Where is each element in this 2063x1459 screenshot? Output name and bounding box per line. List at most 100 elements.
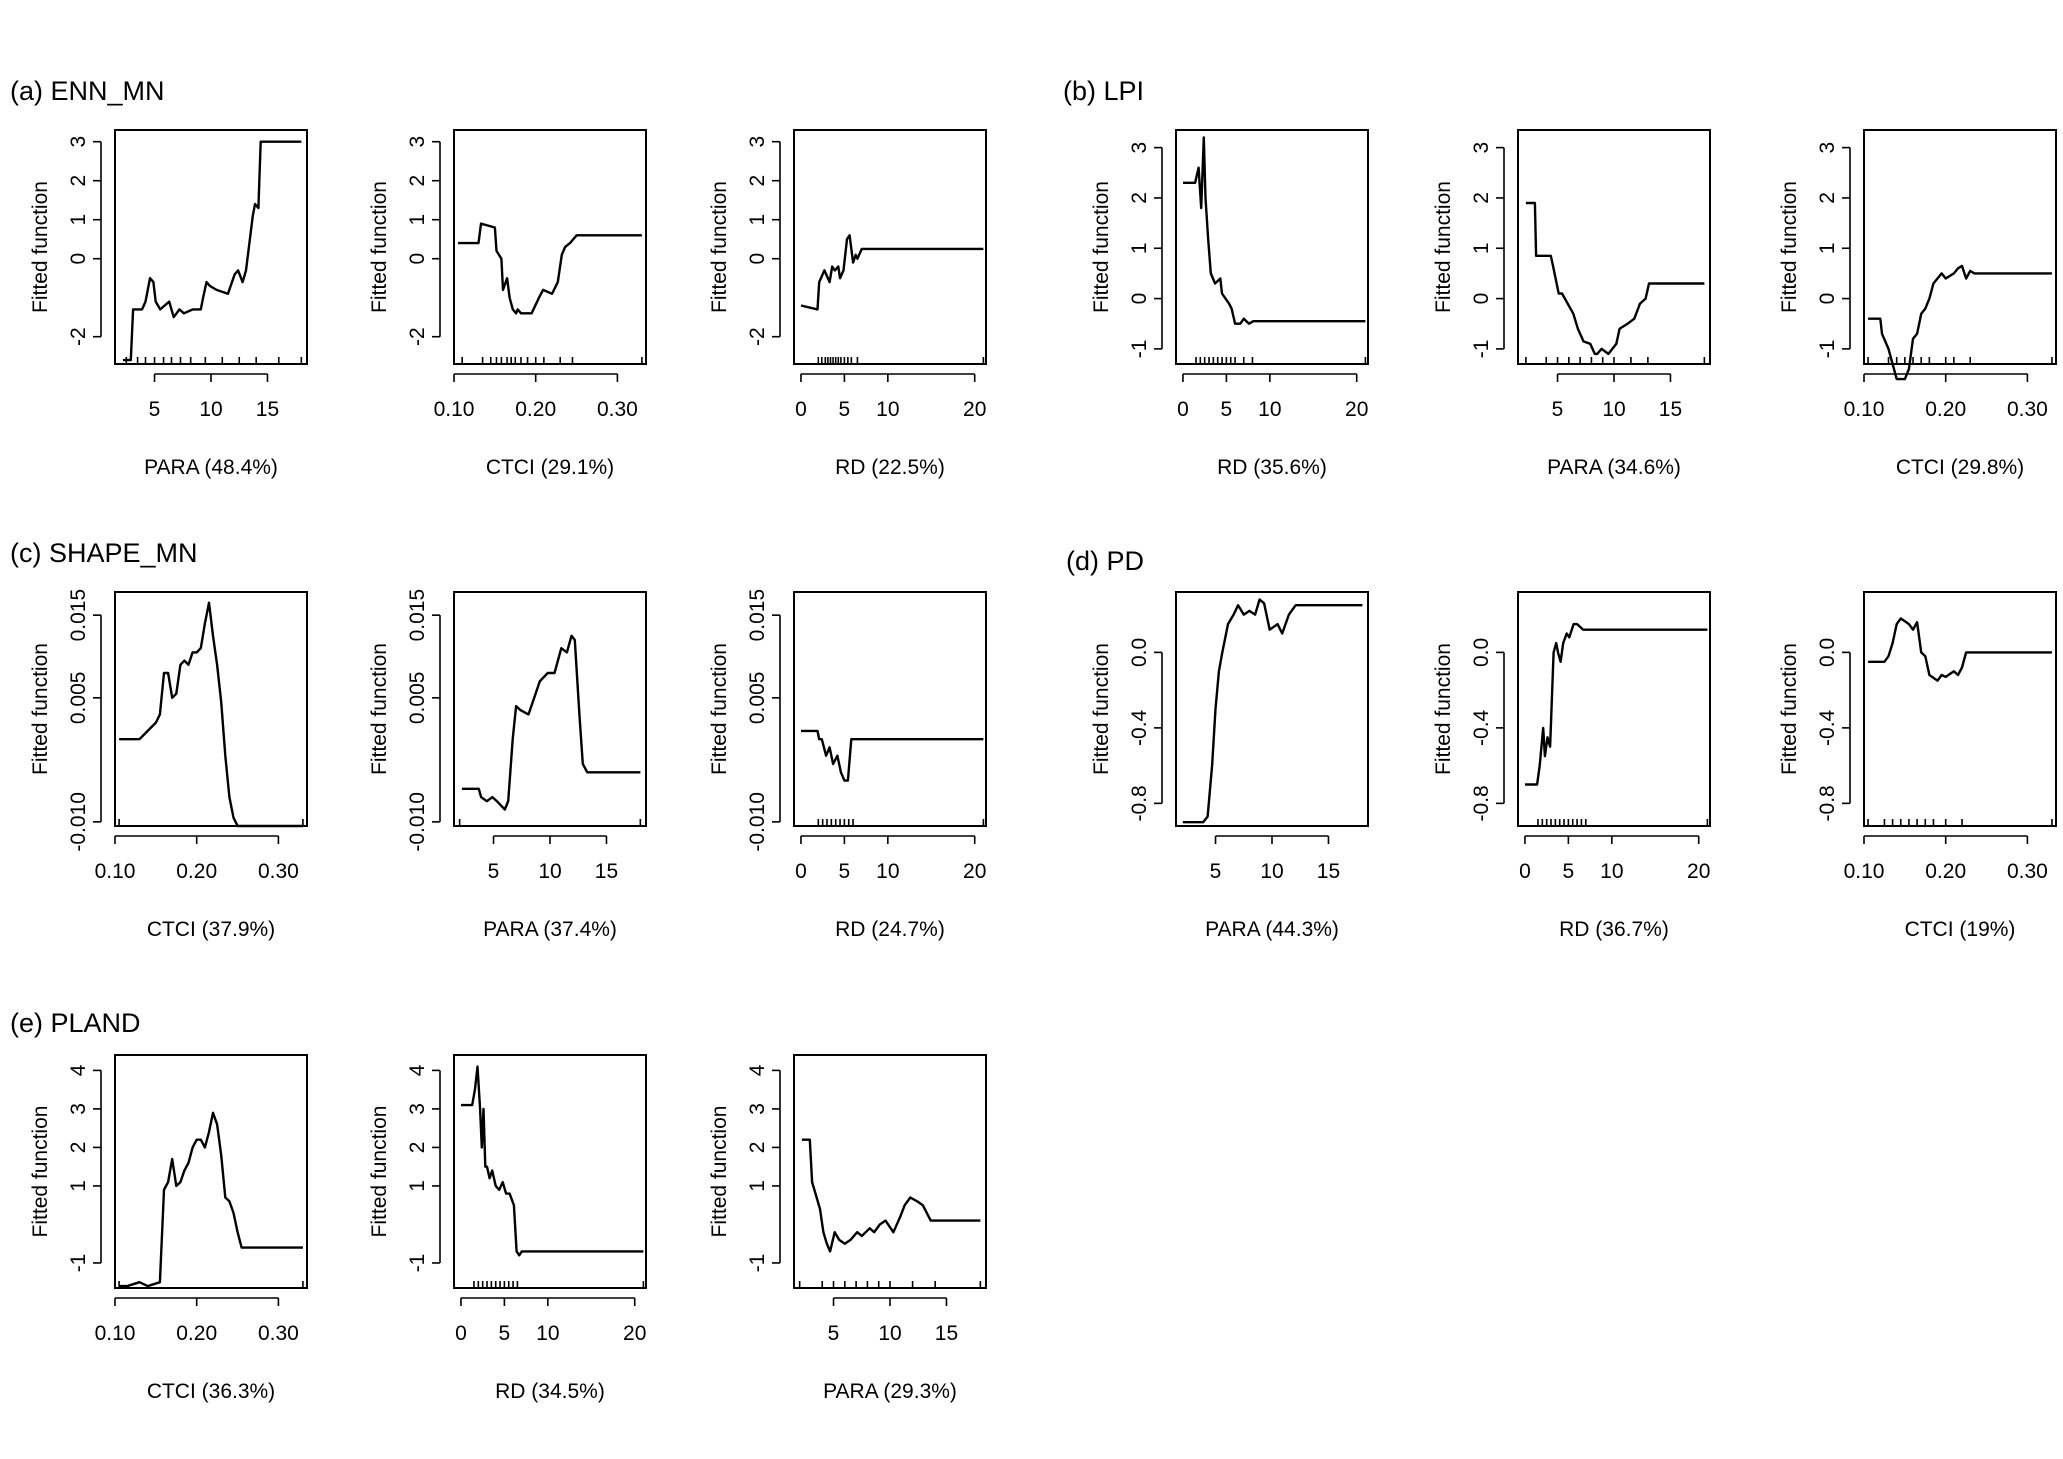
y-tick-label: -2: [406, 327, 429, 346]
plot-frame: [1863, 129, 2057, 365]
subplot: -1 0 1 2 3 Fitted function 0 5 10 20 RD (35.6%): [1090, 129, 1369, 479]
y-tick-label: 0.0: [1470, 638, 1493, 667]
subplot: -2 0 1 2 3 Fitted function 0.10 0.20 0.30 CTCI (2…: [368, 129, 647, 479]
fitted-function-line: [1525, 201, 1705, 356]
y-axis: -2 0 1 2 3 Fitted function: [708, 136, 781, 346]
x-tick-label: 0.20: [1925, 860, 1966, 883]
subplot: -1 1 2 3 4 Fitted function 5 10 15 PARA (29.3%): [708, 1054, 987, 1403]
plot-frame: [1175, 129, 1369, 365]
x-tick-label: 0.30: [258, 860, 299, 883]
x-axis-label: CTCI (37.9%): [147, 918, 275, 941]
x-axis: 0 5 10 20 RD (22.5%): [795, 373, 986, 479]
x-tick-label: 0: [455, 1322, 467, 1345]
subplot: -1 0 1 2 3 Fitted function 5 10 15 PARA (34.6%): [1432, 129, 1711, 479]
y-axis: -1 1 2 3 4 Fitted function: [29, 1064, 102, 1273]
fitted-function-line: [1183, 136, 1366, 325]
x-tick-label: 0: [795, 860, 807, 883]
x-tick-label: 0.30: [2007, 398, 2048, 421]
x-tick-label: 5: [1563, 860, 1575, 883]
x-tick-label: 20: [963, 860, 986, 883]
y-tick-label: 0.005: [67, 672, 90, 725]
x-axis-label: PARA (48.4%): [144, 456, 278, 479]
x-axis: 5 10 15 PARA (44.3%): [1205, 835, 1340, 941]
y-axis: -0.8 -0.4 0.0 Fitted function: [1432, 638, 1505, 821]
y-axis-label: Fitted function: [368, 643, 391, 775]
y-tick-label: 3: [1128, 142, 1151, 154]
x-axis: 5 10 15 PARA (37.4%): [483, 835, 618, 941]
x-tick-label: 0.30: [258, 1322, 299, 1345]
y-axis-label: Fitted function: [708, 643, 731, 775]
plot-frame: [453, 129, 647, 365]
y-axis-label: Fitted function: [1778, 181, 1801, 313]
fitted-function-line: [1182, 598, 1363, 824]
x-tick-label: 20: [1345, 398, 1368, 421]
plot-frame: [793, 129, 987, 365]
y-axis-label: Fitted function: [1778, 643, 1801, 775]
subplot: -1 1 2 3 4 Fitted function 0.10 0.20 0.30 CTCI (3…: [29, 1054, 308, 1403]
x-tick-label: 15: [1317, 860, 1340, 883]
x-tick-label: 5: [149, 398, 161, 421]
y-tick-label: 0.015: [746, 589, 769, 642]
x-tick-label: 0.10: [95, 1322, 136, 1345]
subplot: -0.8 -0.4 0.0 Fitted function 0.10 0.20 0.30 CT…: [1778, 591, 2057, 941]
y-axis: -1 0 1 2 3 Fitted function: [1778, 142, 1851, 359]
y-tick-label: -1: [1470, 340, 1493, 359]
x-axis-label: PARA (44.3%): [1205, 918, 1339, 941]
fitted-function-line: [122, 140, 302, 362]
y-tick-label: 2: [406, 175, 429, 187]
x-tick-label: 15: [1659, 398, 1682, 421]
y-tick-label: 1: [1816, 242, 1839, 254]
group-title: (a) ENN_MN: [10, 76, 165, 106]
x-tick-label: 20: [623, 1322, 646, 1345]
x-tick-label: 10: [876, 398, 899, 421]
y-axis-label: Fitted function: [29, 181, 52, 313]
x-axis: 0 5 10 20 RD (35.6%): [1177, 373, 1368, 479]
fitted-function-line: [461, 634, 641, 811]
group-title: (b) LPI: [1063, 76, 1144, 106]
x-axis-label: PARA (29.3%): [823, 1380, 957, 1403]
subplot: -1 0 1 2 3 Fitted function 0.10 0.20 0.30 CTCI (2…: [1778, 129, 2057, 479]
plot-frame: [793, 1054, 987, 1289]
y-tick-label: 2: [406, 1142, 429, 1154]
fitted-function-line: [461, 1065, 644, 1257]
x-axis-label: RD (24.7%): [835, 918, 945, 941]
y-axis-label: Fitted function: [29, 1106, 52, 1238]
y-tick-label: 3: [67, 1103, 90, 1115]
fitted-function-line: [1868, 264, 2052, 381]
y-tick-label: 0: [67, 253, 90, 265]
y-tick-label: 1: [1470, 242, 1493, 254]
y-tick-label: 1: [406, 1180, 429, 1192]
y-tick-label: -1: [1816, 340, 1839, 359]
fitted-function-line: [458, 222, 642, 315]
x-axis-label: CTCI (29.8%): [1896, 456, 2024, 479]
y-tick-label: 4: [746, 1064, 769, 1076]
fitted-function-line: [801, 729, 984, 782]
x-tick-label: 0: [795, 398, 807, 421]
y-tick-label: -0.4: [1128, 709, 1151, 746]
y-tick-label: -1: [67, 1254, 90, 1273]
y-tick-label: 2: [1816, 192, 1839, 204]
y-axis-label: Fitted function: [1090, 643, 1113, 775]
y-tick-label: 0.0: [1128, 638, 1151, 667]
x-tick-label: 5: [1552, 398, 1564, 421]
y-axis: -0.010 0.005 0.015 Fitted function: [29, 589, 102, 852]
fitted-function-line: [1525, 622, 1708, 786]
x-axis-label: RD (35.6%): [1217, 456, 1327, 479]
fitted-function-line: [800, 234, 984, 311]
y-tick-label: 4: [406, 1064, 429, 1076]
x-tick-label: 5: [828, 1322, 840, 1345]
y-tick-label: 2: [746, 175, 769, 187]
x-axis: 0 5 10 20 RD (36.7%): [1519, 835, 1710, 941]
x-tick-label: 15: [256, 398, 279, 421]
y-axis: -1 1 2 3 4 Fitted function: [708, 1064, 781, 1272]
x-axis: 0.10 0.20 0.30 CTCI (37.9%): [95, 835, 299, 941]
x-axis: 0.10 0.20 0.30 CTCI (29.1%): [434, 373, 638, 479]
y-axis: -2 0 1 2 3 Fitted function: [29, 136, 102, 346]
x-tick-label: 10: [536, 1322, 559, 1345]
x-tick-label: 10: [1258, 398, 1281, 421]
y-tick-label: -0.8: [1816, 785, 1839, 821]
plot-frame: [114, 1054, 308, 1289]
x-axis-label: RD (36.7%): [1559, 918, 1669, 941]
y-tick-label: 3: [1816, 142, 1839, 154]
